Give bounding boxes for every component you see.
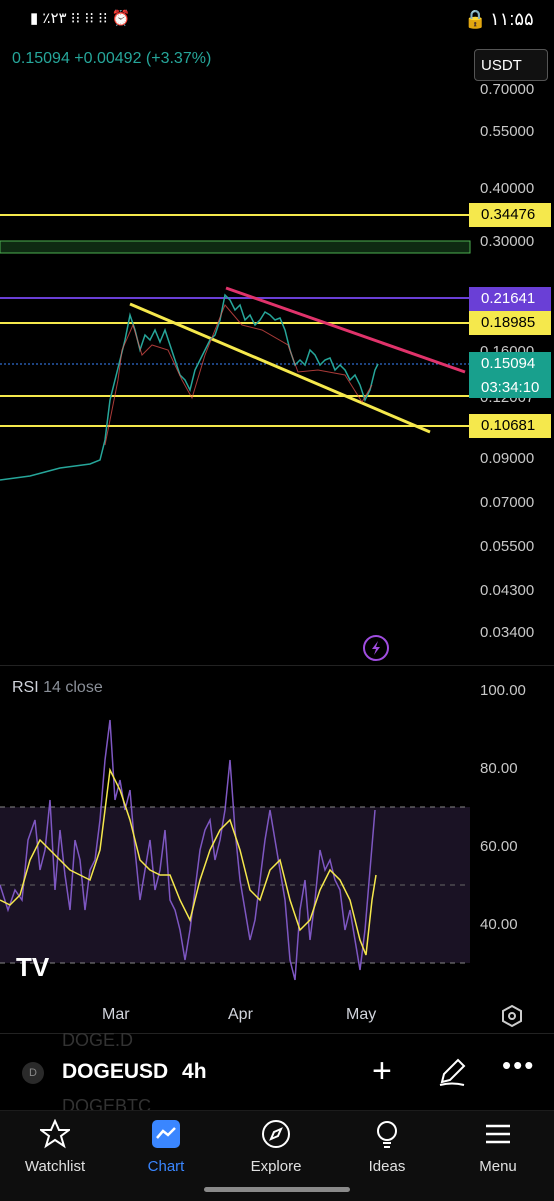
price-change: 0.15094 +0.00492 (+3.37%) — [12, 50, 212, 67]
zone-green — [0, 240, 471, 254]
bottom-nav: Watchlist Chart Explore Ideas Menu — [0, 1110, 554, 1201]
time-axis-label: May — [346, 1006, 377, 1023]
compass-icon — [262, 1120, 290, 1148]
rsi-chart[interactable]: TV — [0, 700, 470, 1000]
pane-divider[interactable] — [0, 665, 554, 666]
settings-icon[interactable] — [500, 1004, 524, 1028]
more-icon[interactable]: ••• — [502, 1050, 536, 1080]
chart-icon — [152, 1120, 180, 1148]
time-axis-label: Apr — [228, 1006, 253, 1023]
nav-label: Menu — [479, 1158, 517, 1175]
nav-label: Watchlist — [24, 1158, 86, 1175]
add-icon[interactable]: + — [372, 1052, 392, 1090]
currency-button[interactable]: USDT — [474, 49, 548, 81]
price-axis-label: 0.70000 — [480, 81, 535, 98]
ghost-symbol-above: DOGE.D — [62, 1030, 134, 1050]
status-icons: ▮ ٪۲۳ ⁝⁝ ⁝⁝ ⁝⁝ ⏰ — [30, 10, 131, 27]
trendline-yellow — [129, 302, 431, 434]
rsi-ma-series — [0, 767, 377, 956]
price-axis-label: 0.05500 — [480, 538, 535, 555]
rsi-axis-label: 40.00 — [480, 916, 518, 933]
price-axis-label: 0.04300 — [480, 582, 535, 599]
symbol-badge: D — [22, 1062, 44, 1084]
nav-watchlist[interactable]: Watchlist — [5, 1118, 105, 1175]
nav-label: Chart — [147, 1158, 185, 1175]
home-indicator[interactable] — [204, 1187, 350, 1192]
nav-label: Ideas — [368, 1158, 406, 1175]
current-price: 0.15094 — [481, 355, 536, 372]
price-series — [0, 293, 379, 481]
price-series-wicks — [104, 304, 373, 446]
lightning-icon — [363, 635, 389, 661]
rsi-legend[interactable]: RSI 14 close — [12, 679, 103, 697]
countdown: 03:34:10 — [481, 379, 540, 396]
current-price-tag[interactable]: 0.15094 03:34:10 — [469, 352, 551, 398]
nav-ideas[interactable]: Ideas — [337, 1119, 437, 1175]
rsi-axis-label: 60.00 — [480, 838, 518, 855]
symbol-name[interactable]: DOGEUSD 4h — [62, 1060, 207, 1084]
tradingview-logo: TV — [16, 952, 50, 982]
symbol-interval[interactable]: 4h — [182, 1060, 207, 1083]
price-chart[interactable] — [0, 80, 554, 665]
symbol-divider — [0, 1033, 554, 1034]
trendline-red — [225, 286, 466, 374]
price-axis-label: 0.07000 — [480, 494, 535, 511]
level-tag-0.21641[interactable]: 0.21641 — [469, 287, 551, 311]
status-bar: ▮ ٪۲۳ ⁝⁝ ⁝⁝ ⁝⁝ ⏰ 🔒 ۱۱:۵۵ — [0, 0, 554, 40]
price-axis-label: 0.30000 — [480, 233, 535, 250]
rsi-axis-label: 100.00 — [480, 682, 526, 699]
price-axis-label: 0.55000 — [480, 123, 535, 140]
price-axis-label: 0.40000 — [480, 180, 535, 197]
status-time: ۱۱:۵۵ — [490, 9, 534, 29]
rsi-name: RSI — [12, 679, 39, 696]
nav-label: Explore — [250, 1158, 302, 1175]
nav-chart[interactable]: Chart — [116, 1119, 216, 1175]
time-axis-label: Mar — [102, 1006, 130, 1023]
level-tag-0.34476[interactable]: 0.34476 — [469, 203, 551, 227]
level-tag-0.10681[interactable]: 0.10681 — [469, 414, 551, 438]
price-axis-label: 0.09000 — [480, 450, 535, 467]
level-tag-0.18985[interactable]: 0.18985 — [469, 311, 551, 335]
pen-icon[interactable] — [436, 1056, 468, 1088]
price-axis-label: 0.03400 — [480, 624, 535, 641]
symbol-ticker: DOGEUSD — [62, 1060, 169, 1083]
nav-menu[interactable]: Menu — [448, 1119, 548, 1175]
nav-explore[interactable]: Explore — [226, 1119, 326, 1175]
lightbulb-icon — [377, 1121, 397, 1148]
symbol-bar: D DOGEUSD 4h + ••• — [0, 1050, 554, 1094]
star-icon — [38, 1118, 72, 1149]
rsi-params: 14 close — [43, 679, 103, 696]
rsi-axis-label: 80.00 — [480, 760, 518, 777]
menu-icon — [486, 1124, 510, 1144]
lock-icon: 🔒 — [464, 9, 487, 29]
